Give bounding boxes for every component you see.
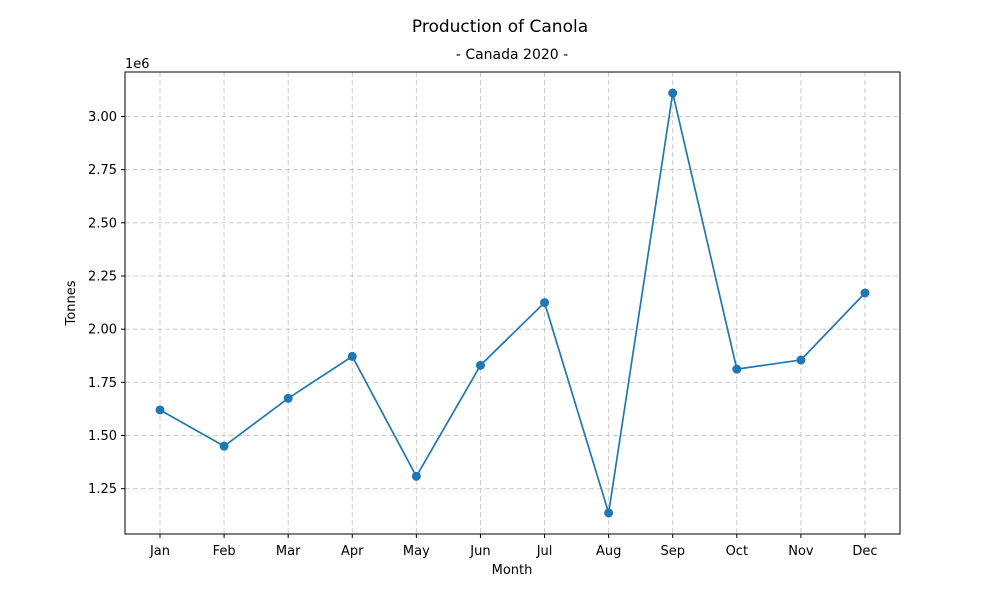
x-tick-label: Apr <box>341 544 364 559</box>
data-point-jan <box>155 405 165 415</box>
plot-frame <box>124 71 901 535</box>
x-tick-label: Dec <box>852 544 877 559</box>
chart-subtitle: - Canada 2020 - <box>456 47 568 63</box>
data-point-jul <box>540 298 550 308</box>
chart-title: Production of Canola <box>412 17 588 37</box>
y-tick-label: 1.50 <box>88 429 117 444</box>
x-tick-label: Jan <box>149 544 170 559</box>
y-tick-label: 2.00 <box>88 323 117 338</box>
series-line <box>159 92 866 514</box>
grid-layer <box>125 72 900 534</box>
x-tick-label: Oct <box>726 544 748 559</box>
y-axis-label: Tonnes <box>64 280 79 326</box>
x-tick-label: Mar <box>276 544 301 559</box>
x-tick-label: Nov <box>788 544 814 559</box>
data-point-jun <box>475 360 485 370</box>
series-layer <box>155 88 870 518</box>
data-point-nov <box>796 355 806 365</box>
x-tick-label: Sep <box>660 544 685 559</box>
x-tick-label: Jun <box>469 544 490 559</box>
x-axis-label: Month <box>492 563 533 578</box>
y-tick-label: 1.75 <box>88 376 117 391</box>
y-tick-label: 3.00 <box>88 110 117 125</box>
ticks-layer: Jan Feb Mar Apr May Jun Jul Aug Sep Oct Nov Dec 1.25… <box>88 110 878 559</box>
y-tick-label: 2.75 <box>88 163 117 178</box>
data-point-aug <box>604 508 614 518</box>
x-tick-label: Aug <box>596 544 621 559</box>
x-tick-label: May <box>403 544 430 559</box>
data-point-feb <box>219 441 229 451</box>
y-tick-label: 2.50 <box>88 216 117 231</box>
y-tick-label: 1.25 <box>88 482 117 497</box>
x-tick-label: Jul <box>536 544 553 559</box>
data-point-apr <box>347 351 357 361</box>
y-scale-label: 1e6 <box>125 57 150 72</box>
data-point-sep <box>668 88 678 98</box>
data-point-dec <box>860 288 870 298</box>
data-point-mar <box>283 393 293 403</box>
x-tick-label: Feb <box>213 544 236 559</box>
data-point-may <box>411 471 421 481</box>
data-point-oct <box>732 364 742 374</box>
y-tick-label: 2.25 <box>88 269 117 284</box>
